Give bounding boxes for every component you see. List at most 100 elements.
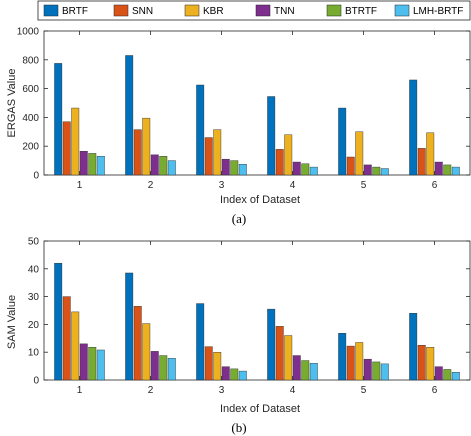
y-tick-label: 20 <box>28 320 40 331</box>
bar-brtf-1 <box>54 63 63 176</box>
legend-swatch-0 <box>43 4 59 17</box>
bar-btrtf-5 <box>372 166 381 176</box>
bar-brtf-6 <box>409 313 418 381</box>
bar-lmh-brtf-4 <box>309 363 318 381</box>
y-tick-label: 10 <box>28 348 40 359</box>
bar-brtf-3 <box>196 84 205 176</box>
bar-snn-4 <box>275 326 284 381</box>
y-tick-label: 1000 <box>17 27 40 38</box>
x-tick-label: 4 <box>290 385 296 396</box>
bar-snn-6 <box>417 345 426 381</box>
bar-tnn-3 <box>221 158 230 176</box>
bar-btrtf-3 <box>230 160 239 176</box>
bar-brtf-6 <box>409 79 418 176</box>
bar-tnn-1 <box>79 151 88 176</box>
bar-kbr-3 <box>213 129 222 176</box>
bar-btrtf-5 <box>372 361 381 381</box>
ergas-y-ticks: 0 200 400 600 800 1000 <box>17 27 470 182</box>
x-tick-label: 3 <box>219 385 225 396</box>
legend-label-0: BRTF <box>62 6 88 17</box>
bar-tnn-6 <box>434 366 443 381</box>
sam-x-ticks: 1 2 3 4 5 6 <box>77 241 438 396</box>
sam-y-axis-label: SAM Value <box>6 295 18 349</box>
legend-label-5: LMH-BRTF <box>413 6 463 17</box>
legend-label-3: TNN <box>274 6 295 17</box>
bar-lmh-brtf-4 <box>309 166 318 176</box>
bar-btrtf-1 <box>88 347 97 381</box>
bar-kbr-5 <box>355 342 364 381</box>
sam-bars <box>54 263 460 381</box>
bar-snn-1 <box>62 296 71 381</box>
bar-brtf-4 <box>267 96 276 176</box>
bar-kbr-5 <box>355 131 364 176</box>
bar-btrtf-2 <box>159 156 168 176</box>
ergas-bars <box>54 55 460 176</box>
bar-tnn-4 <box>292 355 301 381</box>
legend-label-2: KBR <box>203 6 224 17</box>
ergas-y-axis-label: ERGAS Value <box>6 69 18 138</box>
sam-x-axis-label: Index of Dataset <box>220 403 300 415</box>
x-tick-label: 6 <box>432 180 438 191</box>
bar-brtf-5 <box>338 333 347 381</box>
bar-brtf-2 <box>125 272 134 381</box>
ergas-axes <box>43 30 471 176</box>
y-tick-label: 0 <box>33 376 39 387</box>
x-tick-label: 2 <box>148 180 154 191</box>
bar-lmh-brtf-6 <box>451 166 460 176</box>
bar-brtf-5 <box>338 107 347 176</box>
x-tick-label: 1 <box>77 385 83 396</box>
y-tick-label: 800 <box>22 55 39 66</box>
x-tick-label: 4 <box>290 180 296 191</box>
bar-brtf-2 <box>125 55 134 176</box>
bar-snn-2 <box>133 306 142 381</box>
legend: BRTF SNN KBR TNN BTRTF LMH-BRTF <box>37 0 471 21</box>
bar-tnn-5 <box>363 358 372 381</box>
x-tick-label: 6 <box>432 385 438 396</box>
bar-snn-5 <box>346 156 355 176</box>
y-tick-label: 50 <box>28 237 40 248</box>
bar-btrtf-1 <box>88 153 97 176</box>
bar-brtf-3 <box>196 303 205 381</box>
bar-lmh-brtf-5 <box>380 363 389 381</box>
sam-caption: (b) <box>231 420 246 435</box>
y-tick-label: 400 <box>22 113 39 124</box>
bar-snn-6 <box>417 148 426 176</box>
bar-lmh-brtf-5 <box>380 168 389 176</box>
bar-kbr-4 <box>284 335 293 381</box>
bar-snn-3 <box>204 346 213 381</box>
bar-kbr-6 <box>426 347 435 381</box>
bar-kbr-1 <box>71 311 80 381</box>
plot-frame <box>43 240 471 381</box>
y-tick-label: 600 <box>22 84 39 95</box>
x-tick-label: 5 <box>361 385 367 396</box>
legend-box <box>37 0 471 21</box>
legend-items: BRTF SNN KBR TNN BTRTF LMH-BRTF <box>43 4 463 17</box>
chart-ergas: 0 200 400 600 800 1000 1 2 3 4 5 6 Index of Datase… <box>6 27 471 226</box>
bar-tnn-5 <box>363 164 372 176</box>
bar-tnn-6 <box>434 161 443 176</box>
bar-lmh-brtf-6 <box>451 372 460 381</box>
ergas-x-axis-label: Index of Dataset <box>220 194 300 206</box>
bar-btrtf-4 <box>301 163 310 176</box>
bar-lmh-brtf-2 <box>167 160 176 176</box>
bar-snn-1 <box>62 121 71 176</box>
bar-lmh-brtf-3 <box>238 370 247 381</box>
bar-snn-2 <box>133 129 142 176</box>
bar-btrtf-6 <box>443 164 452 176</box>
bar-kbr-3 <box>213 352 222 381</box>
legend-label-1: SNN <box>132 6 153 17</box>
bar-lmh-brtf-3 <box>238 163 247 176</box>
ergas-x-ticks: 1 2 3 4 5 6 <box>77 31 438 191</box>
bar-btrtf-6 <box>443 369 452 381</box>
legend-swatch-4 <box>326 4 342 17</box>
bar-btrtf-4 <box>301 360 310 381</box>
bar-snn-5 <box>346 345 355 381</box>
x-tick-label: 5 <box>361 180 367 191</box>
x-tick-label: 1 <box>77 180 83 191</box>
ergas-caption: (a) <box>232 211 246 226</box>
bar-lmh-brtf-2 <box>167 358 176 381</box>
bar-lmh-brtf-1 <box>96 156 105 176</box>
bar-kbr-2 <box>142 117 151 176</box>
sam-y-ticks: 0 10 20 30 40 50 <box>28 237 470 387</box>
bar-kbr-1 <box>71 107 80 176</box>
